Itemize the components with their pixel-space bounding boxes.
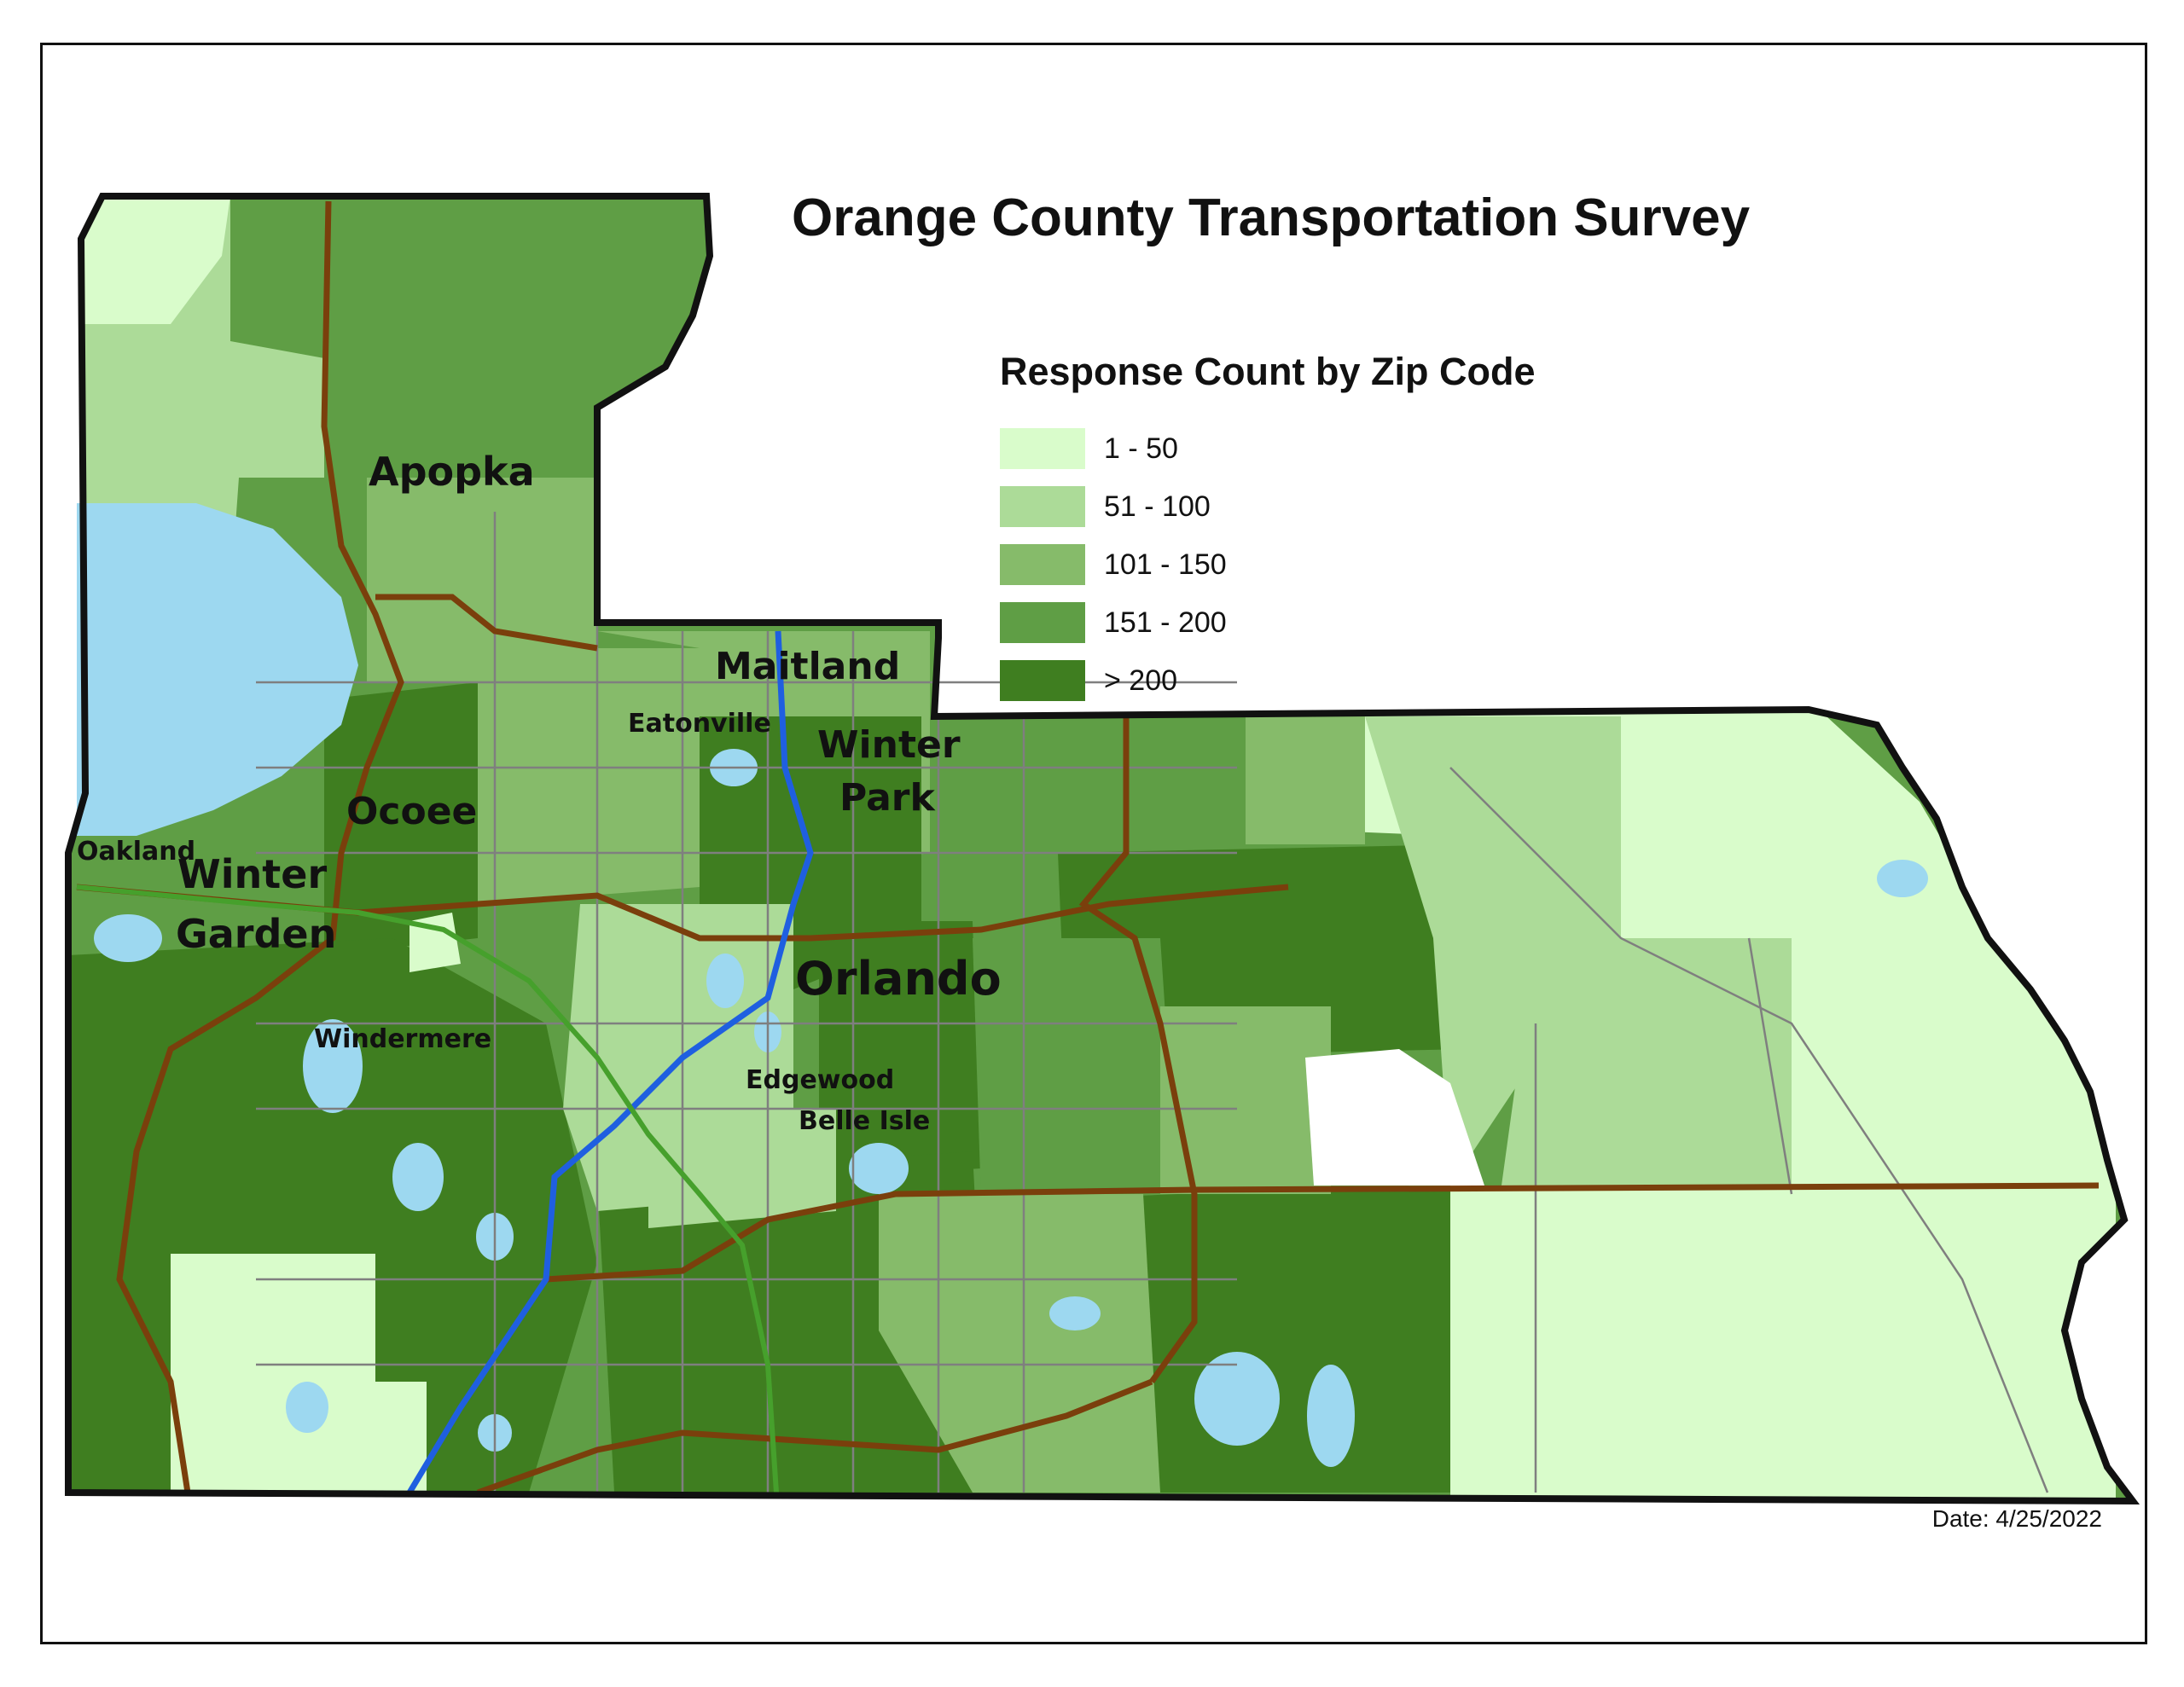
- lake: [1049, 1296, 1101, 1330]
- lake: [1194, 1352, 1280, 1446]
- toll-road-turnpike: [76, 884, 779, 1493]
- road-sr417: [1078, 716, 1198, 1384]
- place-label-winter-garden-line1: Winter: [177, 851, 328, 897]
- place-label-oakland: Oakland: [77, 837, 196, 867]
- map-title: Orange County Transportation Survey: [792, 188, 1751, 247]
- zip-area-southwest-light: [171, 1254, 427, 1493]
- road-sr429: [116, 200, 404, 1493]
- legend-item: 1 - 50: [1000, 420, 1536, 478]
- zip-area-east-medium: [1365, 716, 1621, 1186]
- legend-swatch: [1000, 602, 1085, 643]
- lake: [303, 1019, 363, 1113]
- road-sr528: [545, 1182, 2100, 1283]
- legend-swatch: [1000, 486, 1085, 527]
- lake: [392, 1143, 444, 1211]
- place-label-ocoee: Ocoee: [346, 790, 478, 833]
- lake-apopka: [77, 503, 358, 836]
- place-label-orlando: Orlando: [795, 952, 1002, 1006]
- place-label-eatonville: Eatonville: [628, 709, 771, 739]
- legend-swatch: [1000, 660, 1085, 701]
- legend-label: 51 - 100: [1104, 490, 1211, 523]
- zip-area-central-north: [478, 648, 700, 904]
- place-label-edgewood: Edgewood: [746, 1065, 895, 1095]
- zip-area-small-light: [410, 913, 461, 972]
- road-us441: [375, 594, 598, 652]
- zip-area-nw-corner: [77, 196, 230, 324]
- place-label-winter-park-line2: Park: [839, 776, 935, 820]
- legend-swatch: [1000, 544, 1085, 585]
- legend-item: 101 - 150: [1000, 536, 1536, 594]
- legend-swatch: [1000, 428, 1085, 469]
- legend-item: 151 - 200: [1000, 594, 1536, 652]
- lake: [1877, 860, 1928, 897]
- legend-title: Response Count by Zip Code: [1000, 350, 1536, 393]
- zip-area-downtown-south: [648, 1109, 836, 1228]
- place-label-belle-isle: Belle Isle: [799, 1106, 931, 1136]
- interstate-i4: [406, 630, 814, 1494]
- legend-label: 151 - 200: [1104, 606, 1227, 639]
- place-label-winter-garden-line2: Garden: [176, 911, 337, 957]
- legend-label: 1 - 50: [1104, 432, 1178, 465]
- lake: [286, 1382, 328, 1433]
- legend-label: 101 - 150: [1104, 548, 1227, 581]
- lake: [1307, 1365, 1355, 1467]
- zip-area-ocoee: [324, 682, 478, 955]
- map-date: Date: 4/25/2022: [1931, 1505, 2102, 1532]
- legend-item: > 200: [1000, 652, 1536, 710]
- zip-area-south-east-medium: [879, 1194, 1160, 1493]
- road-sr408: [76, 884, 1289, 942]
- place-label-windermere: Windermere: [314, 1024, 492, 1054]
- major-roads: [76, 200, 2100, 1496]
- lake: [706, 954, 744, 1008]
- zip-area-apopka-south: [367, 478, 597, 682]
- water-bodies: [77, 503, 1928, 1467]
- lake: [849, 1143, 909, 1194]
- legend-item: 51 - 100: [1000, 478, 1536, 536]
- zip-area-lake-region: [1160, 1006, 1331, 1194]
- road-south-loop: [476, 1378, 1153, 1496]
- map-frame: [40, 43, 2147, 1644]
- lake: [94, 914, 162, 962]
- minor-roads: [256, 512, 2049, 1493]
- zip-area-northeast-edge: [1246, 708, 1365, 844]
- place-label-maitland: Maitland: [715, 645, 901, 688]
- legend: Response Count by Zip Code 1 - 50 51 - 1…: [1000, 350, 1536, 710]
- zip-area-orlando-core: [819, 921, 981, 1177]
- county-boundary: [65, 193, 2140, 1505]
- place-label-apopka: Apopka: [369, 449, 535, 495]
- place-label-winter-park-line1: Winter: [817, 723, 961, 767]
- legend-label: > 200: [1104, 664, 1178, 697]
- zip-area-no-data: [1305, 1049, 1484, 1186]
- zip-area-east-south-medium: [1502, 938, 1792, 1186]
